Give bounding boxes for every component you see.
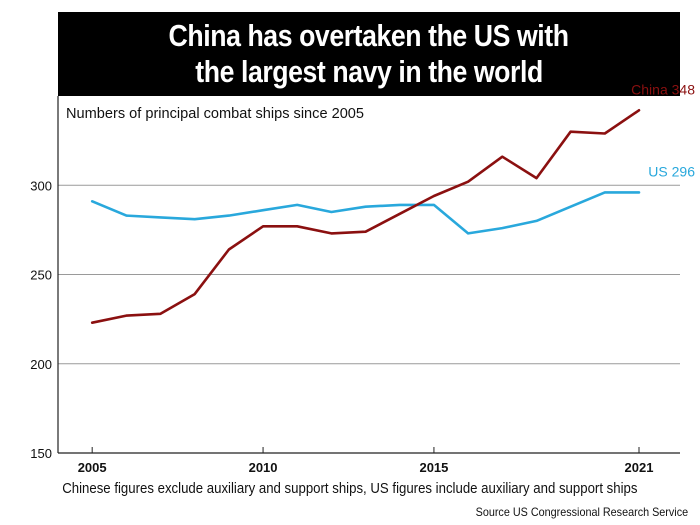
series-label-us: US 296 bbox=[648, 163, 695, 179]
series-label-china: China 348 bbox=[631, 81, 695, 97]
chart-title-line-2: the largest navy in the world bbox=[195, 54, 543, 89]
x-tick-label-2005: 2005 bbox=[78, 460, 107, 475]
x-tick-label-2010: 2010 bbox=[249, 460, 278, 475]
chart-title-line-1: China has overtaken the US with bbox=[168, 18, 569, 53]
footnote-text: Chinese figures exclude auxiliary and su… bbox=[62, 480, 638, 497]
x-tick-label-2015: 2015 bbox=[419, 460, 448, 475]
labels: US 296 China 348 bbox=[631, 81, 695, 179]
grid-lines bbox=[58, 184, 680, 365]
series bbox=[90, 109, 641, 324]
x-tick-label-2021: 2021 bbox=[625, 460, 654, 475]
y-tick-label-250: 250 bbox=[30, 268, 52, 283]
source-text: Source US Congressional Research Service bbox=[475, 505, 688, 519]
chart-subtitle: Numbers of principal combat ships since … bbox=[66, 106, 364, 122]
axes: 150 200 250 300 2005 2010 2015 2021 bbox=[30, 96, 680, 475]
source-note: Source US Congressional Research Service bbox=[452, 505, 688, 519]
y-tick-label-150: 150 bbox=[30, 446, 52, 461]
footnote: Chinese figures exclude auxiliary and su… bbox=[0, 480, 700, 497]
y-tick-label-200: 200 bbox=[30, 357, 52, 372]
y-tick-label-300: 300 bbox=[30, 178, 52, 193]
series-line-china bbox=[90, 109, 641, 324]
series-line-us bbox=[90, 191, 641, 235]
title-box: China has overtaken the US with the larg… bbox=[58, 12, 680, 96]
